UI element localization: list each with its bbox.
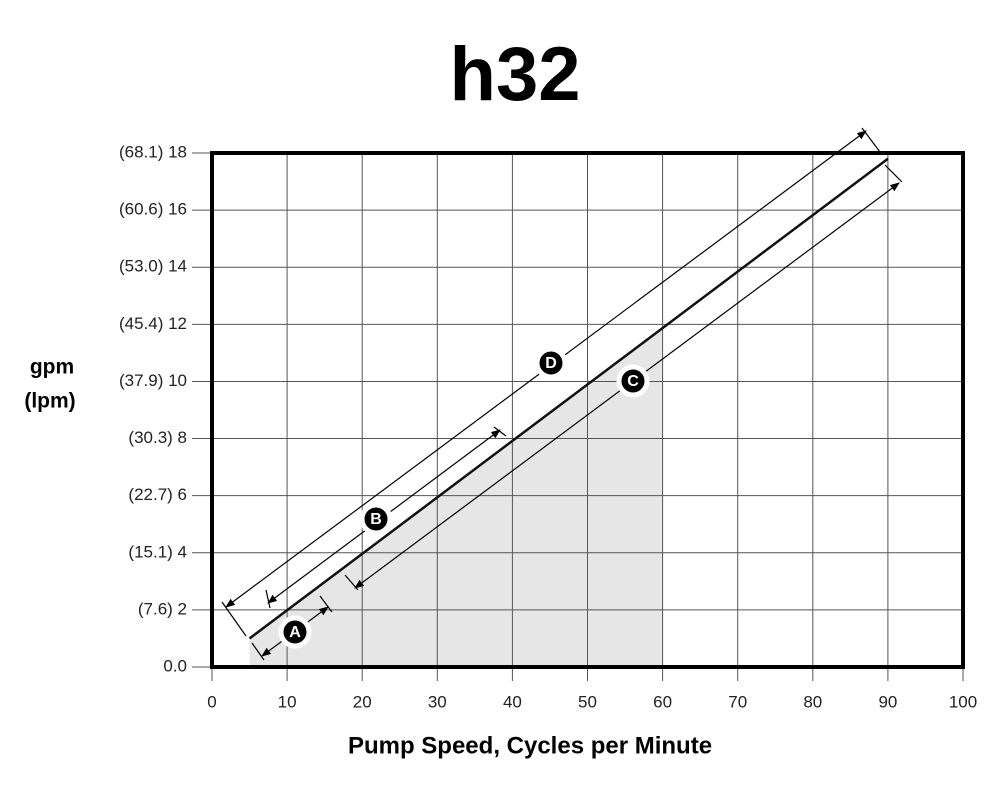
x-axis-label: Pump Speed, Cycles per Minute [348,732,712,759]
x-tick-label: 0 [207,692,216,711]
x-tick-label: 50 [578,692,597,711]
dimension-tick [221,601,247,637]
y-tick-label: (53.0) 14 [119,257,187,276]
chart-title: h32 [450,32,581,117]
annotation-label: A [289,624,301,641]
y-tick-label: (45.4) 12 [119,314,187,333]
dimension-tick [493,426,507,437]
x-tick-label: 80 [803,692,822,711]
x-tick-label: 60 [653,692,672,711]
x-tick-label: 20 [353,692,372,711]
x-tick-label: 70 [728,692,747,711]
y-axis-label: (lpm) [24,390,75,413]
annotation-label: B [370,511,382,528]
y-axis-label: gpm [30,356,74,379]
x-tick-label: 10 [278,692,297,711]
annotation-label: D [545,355,557,372]
y-tick-label: (37.9) 10 [119,371,187,390]
y-tick-label: 0.0 [163,656,187,675]
x-tick-label: 40 [503,692,522,711]
y-tick-label: (68.1) 18 [119,142,187,161]
y-tick-label: (22.7) 6 [128,485,187,504]
y-tick-label: (15.1) 4 [128,542,187,561]
shaded-region [249,328,663,667]
dimension-tick [265,589,271,609]
y-tick-label: (30.3) 8 [128,428,187,447]
y-tick-label: (7.6) 2 [138,599,187,618]
dimension-tick [251,642,265,661]
annotation-label: C [627,373,639,390]
dimension-tick [861,127,881,153]
x-tick-label: 100 [949,692,977,711]
annotation-badge [534,346,568,380]
x-tick-label: 30 [428,692,447,711]
y-tick-label: (60.6) 16 [119,200,187,219]
dimension-tick [884,164,903,183]
x-tick-label: 90 [878,692,897,711]
annotation-badge [278,615,312,649]
